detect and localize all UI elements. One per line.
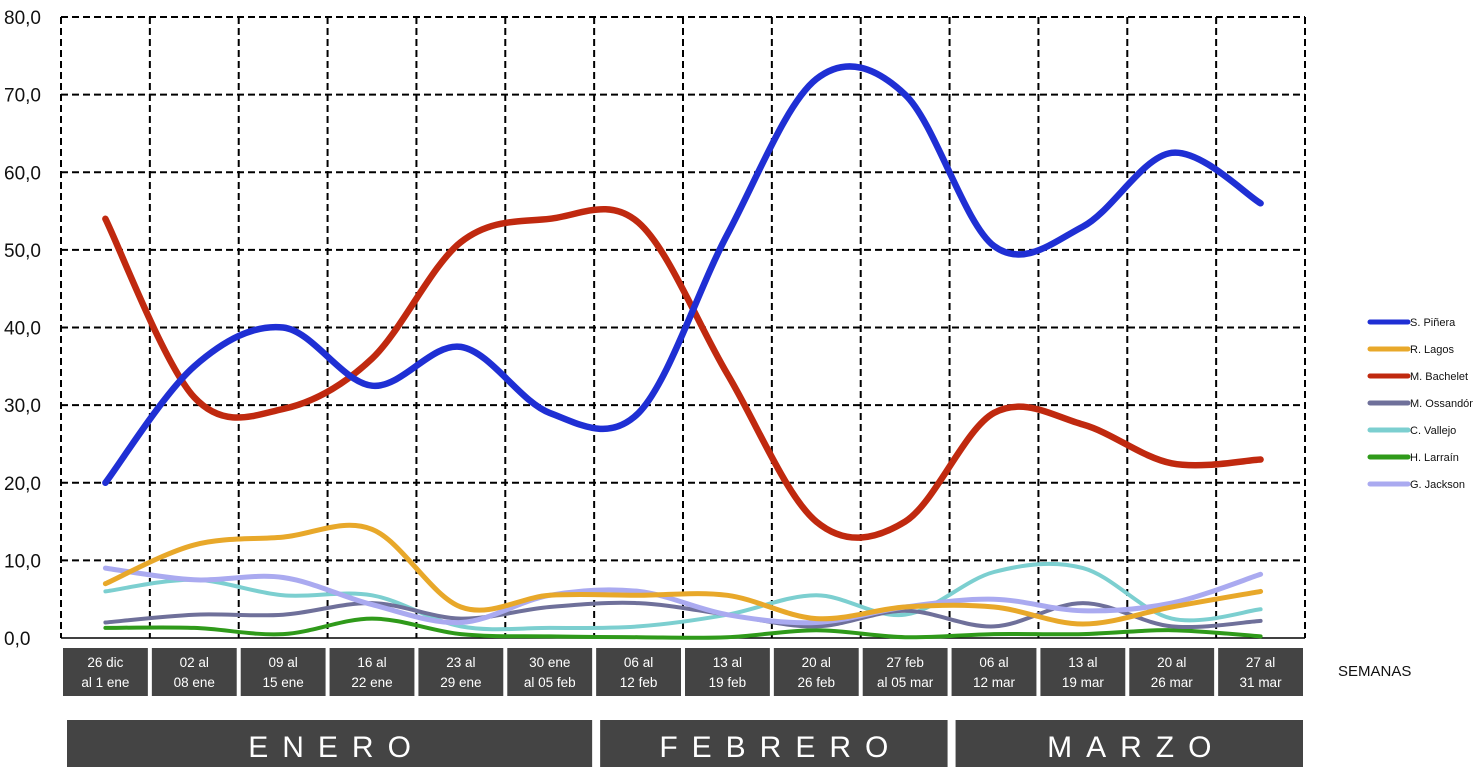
category-label: 23 al bbox=[446, 655, 475, 670]
y-tick-label: 70,0 bbox=[4, 86, 41, 107]
category-label: al 1 ene bbox=[81, 675, 129, 690]
category-label: 02 al bbox=[180, 655, 209, 670]
legend-label: G. Jackson bbox=[1410, 479, 1465, 491]
y-tick-label: 60,0 bbox=[4, 163, 41, 184]
category-label: 15 ene bbox=[262, 675, 303, 690]
y-tick-label: 30,0 bbox=[4, 396, 41, 417]
y-tick-label: 0,0 bbox=[4, 629, 30, 650]
y-tick-label: 50,0 bbox=[4, 241, 41, 262]
category-label: 31 mar bbox=[1240, 675, 1283, 690]
category-label: 22 ene bbox=[351, 675, 392, 690]
category-label: 27 al bbox=[1246, 655, 1275, 670]
month-label: ENERO bbox=[248, 731, 425, 764]
y-tick-label: 20,0 bbox=[4, 474, 41, 495]
x-axis-title: SEMANAS bbox=[1338, 663, 1411, 680]
legend: S. Piñera R. Lagos M. Bachelet M. Ossandón C… bbox=[1370, 317, 1473, 491]
month-label: MARZO bbox=[1047, 731, 1225, 764]
category-label: 27 feb bbox=[886, 655, 924, 670]
category-label: 12 feb bbox=[620, 675, 658, 690]
category-label: 26 feb bbox=[798, 675, 836, 690]
x-axis-categories: 26 dic al 1 ene 02 al 08 ene 09 al 15 ene 16 a… bbox=[63, 648, 1303, 696]
category-label: 20 al bbox=[1157, 655, 1186, 670]
category-label: 08 ene bbox=[174, 675, 215, 690]
category-label: 19 mar bbox=[1062, 675, 1105, 690]
category-label: al 05 mar bbox=[877, 675, 934, 690]
category-label: 13 al bbox=[713, 655, 742, 670]
category-label: 09 al bbox=[269, 655, 298, 670]
legend-label: H. Larraín bbox=[1410, 452, 1459, 464]
category-label: 16 al bbox=[357, 655, 386, 670]
y-tick-label: 80,0 bbox=[4, 8, 41, 29]
month-label: FEBRERO bbox=[659, 731, 902, 764]
category-label: 29 ene bbox=[440, 675, 481, 690]
category-label: 26 dic bbox=[87, 655, 123, 670]
legend-label: S. Piñera bbox=[1410, 317, 1456, 329]
category-label: 13 al bbox=[1068, 655, 1097, 670]
category-label: 12 mar bbox=[973, 675, 1016, 690]
category-label: 30 ene bbox=[529, 655, 570, 670]
category-label: 19 feb bbox=[709, 675, 747, 690]
y-tick-label: 40,0 bbox=[4, 319, 41, 340]
month-groups: ENERO FEBRERO MARZO bbox=[67, 720, 1303, 767]
y-tick-label: 10,0 bbox=[4, 551, 41, 572]
category-label: al 05 feb bbox=[524, 675, 576, 690]
category-label: 26 mar bbox=[1151, 675, 1194, 690]
legend-label: M. Bachelet bbox=[1410, 371, 1468, 383]
category-label: 20 al bbox=[802, 655, 831, 670]
y-axis-ticks: 0,0 10,0 20,0 30,0 40,0 50,0 60,0 70,0 80,0 bbox=[4, 8, 41, 650]
legend-label: M. Ossandón bbox=[1410, 398, 1473, 410]
legend-label: C. Vallejo bbox=[1410, 425, 1456, 437]
legend-label: R. Lagos bbox=[1410, 344, 1455, 356]
category-label: 06 al bbox=[624, 655, 653, 670]
category-label: 06 al bbox=[979, 655, 1008, 670]
